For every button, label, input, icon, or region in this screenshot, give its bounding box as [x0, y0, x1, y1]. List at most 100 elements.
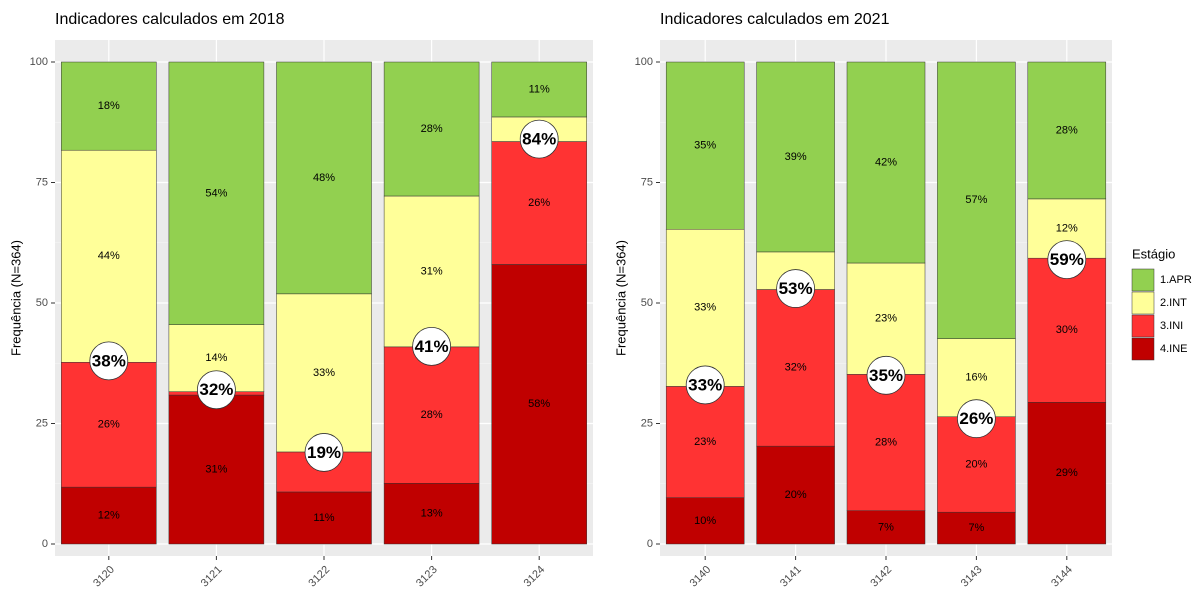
x-tick-label: 3123: [414, 564, 440, 590]
total-label: 32%: [199, 380, 233, 399]
value-label: 7%: [878, 521, 894, 533]
value-label: 26%: [528, 197, 550, 209]
bar-segment: [846, 61, 926, 264]
y-tick-label: 100: [635, 56, 653, 68]
bar-segment: [383, 195, 480, 348]
y-tick-label: 0: [42, 538, 48, 550]
bar-segment: [756, 289, 835, 447]
legend-swatch: [1131, 291, 1155, 315]
bar-segment: [61, 149, 157, 363]
y-tick-label: 100: [30, 56, 48, 68]
value-label: 11%: [529, 83, 550, 95]
y-tick-label: 0: [647, 538, 653, 550]
total-label: 26%: [959, 409, 993, 428]
bar-segment: [61, 486, 157, 545]
value-label: 30%: [1056, 324, 1078, 336]
legend-label: 1.APR: [1160, 274, 1192, 286]
bar-segment: [665, 497, 745, 545]
total-label: 35%: [869, 366, 903, 385]
x-tick-label: 3120: [91, 564, 117, 590]
total-marker: [685, 365, 725, 405]
value-label: 7%: [968, 522, 984, 534]
y-tick-label: 75: [36, 176, 48, 188]
value-label: 28%: [421, 123, 443, 135]
value-label: 32%: [785, 362, 807, 374]
value-label: 12%: [98, 509, 120, 521]
value-label: 12%: [1056, 222, 1078, 234]
bar-segment: [846, 374, 926, 511]
total-marker: [89, 341, 129, 381]
total-marker: [1047, 240, 1087, 280]
legend-label: 2.INT: [1160, 297, 1187, 309]
legend-title: Estágio: [1132, 246, 1175, 261]
bar-segment: [491, 264, 587, 545]
legend-label: 4.INE: [1160, 343, 1188, 355]
value-label: 26%: [98, 419, 120, 431]
legend-swatch: [1131, 314, 1155, 338]
value-label: 18%: [98, 100, 120, 112]
total-marker: [776, 269, 815, 308]
value-label: 20%: [785, 489, 807, 501]
legend-swatch: [1131, 268, 1155, 292]
value-label: 42%: [875, 156, 897, 168]
total-label: 41%: [415, 337, 449, 356]
value-label: 16%: [965, 372, 987, 384]
x-tick-label: 3124: [522, 564, 548, 590]
x-tick-label: 3122: [306, 564, 332, 590]
value-label: 58%: [528, 398, 550, 410]
value-label: 33%: [694, 302, 716, 314]
total-marker: [519, 119, 559, 159]
bar-segment: [168, 61, 265, 325]
bar-segment: [276, 61, 372, 295]
legend-swatch: [1131, 337, 1155, 361]
bar-segment: [383, 61, 480, 197]
y-tick-label: 75: [641, 176, 653, 188]
value-label: 28%: [875, 436, 897, 448]
value-label: 54%: [205, 187, 227, 199]
bar-segment: [276, 491, 372, 545]
y-axis-label: Frequência (N=364): [8, 240, 23, 356]
bar-segment: [491, 141, 587, 265]
x-tick-label: 3140: [688, 564, 714, 590]
chart-title: Indicadores calculados em 2018: [55, 11, 285, 28]
value-label: 23%: [875, 313, 897, 325]
total-marker: [304, 433, 344, 472]
x-tick-label: 3141: [778, 564, 804, 590]
bar-segment: [276, 293, 372, 453]
value-label: 11%: [313, 512, 334, 524]
value-label: 39%: [785, 151, 807, 163]
bar-segment: [1027, 257, 1107, 403]
value-label: 33%: [313, 367, 335, 379]
value-label: 48%: [313, 172, 335, 184]
bar-segment: [846, 262, 926, 375]
bar-segment: [383, 483, 480, 545]
value-label: 28%: [421, 409, 443, 421]
y-tick-label: 50: [36, 297, 48, 309]
bar-segment: [937, 511, 1016, 545]
bar-segment: [846, 510, 926, 545]
value-label: 29%: [1056, 467, 1078, 479]
bar-segment: [756, 445, 835, 545]
value-label: 31%: [205, 463, 227, 475]
bar-segment: [665, 386, 745, 498]
total-label: 84%: [522, 130, 556, 149]
y-tick-label: 50: [641, 297, 653, 309]
bar-segment: [61, 61, 157, 151]
x-tick-label: 3143: [959, 564, 985, 590]
bar-segment: [1027, 402, 1107, 545]
total-marker: [196, 370, 236, 410]
value-label: 23%: [694, 436, 716, 448]
value-label: 13%: [421, 508, 443, 520]
value-label: 28%: [1056, 124, 1078, 136]
total-label: 38%: [92, 351, 126, 370]
total-label: 59%: [1050, 250, 1084, 269]
total-label: 53%: [779, 279, 813, 298]
value-label: 44%: [98, 250, 120, 262]
value-label: 20%: [965, 458, 987, 470]
bar-segment: [1027, 61, 1107, 200]
value-label: 35%: [694, 140, 716, 152]
y-axis-label: Frequência (N=364): [613, 240, 628, 356]
x-tick-label: 3142: [868, 564, 894, 590]
bar-segment: [491, 61, 587, 118]
